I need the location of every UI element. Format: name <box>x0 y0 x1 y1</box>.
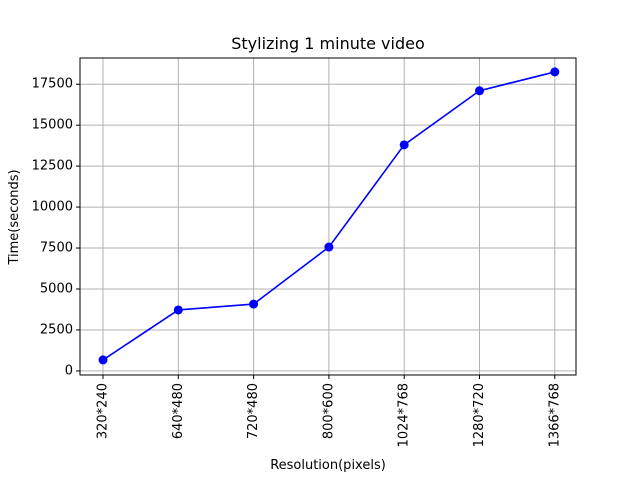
plot-frame <box>79 57 577 376</box>
x-axis-label: Resolution(pixels) <box>270 458 386 473</box>
y-tick-label: 5000 <box>40 281 73 296</box>
x-tick-label: 800*600 <box>321 383 336 439</box>
y-tick-label: 0 <box>65 363 73 378</box>
y-tick-label: 12500 <box>32 159 73 174</box>
data-point-marker <box>173 305 183 315</box>
x-tick-label: 1024*768 <box>397 383 412 447</box>
data-point-marker <box>399 140 409 150</box>
x-tick-label: 1366*768 <box>547 383 562 447</box>
data-point-marker <box>98 355 108 365</box>
data-point-marker <box>550 67 560 77</box>
y-tick-label: 7500 <box>40 241 73 256</box>
x-tick-label: 1280*720 <box>472 383 487 447</box>
y-tick-label: 10000 <box>32 200 73 215</box>
grid-lines <box>80 58 576 375</box>
y-axis-ticks: 0 2500 5000 7500 10000 12500 15000 17500 <box>32 77 80 378</box>
x-tick-label: 720*480 <box>246 383 261 439</box>
x-axis-ticks: 320*240 640*480 720*480 800*600 1024*768 1280… <box>96 375 562 447</box>
y-tick-label: 17500 <box>32 77 73 92</box>
y-tick-label: 15000 <box>32 118 73 133</box>
chart-title: Stylizing 1 minute video <box>231 34 425 53</box>
y-tick-label: 2500 <box>40 322 73 337</box>
data-point-marker <box>324 242 334 252</box>
x-tick-label: 320*240 <box>96 383 111 439</box>
x-tick-label: 640*480 <box>171 383 186 439</box>
series-layer <box>98 67 560 365</box>
data-point-marker <box>475 86 484 96</box>
y-axis-label: Time(seconds) <box>7 169 22 265</box>
data-point-marker <box>249 299 259 309</box>
